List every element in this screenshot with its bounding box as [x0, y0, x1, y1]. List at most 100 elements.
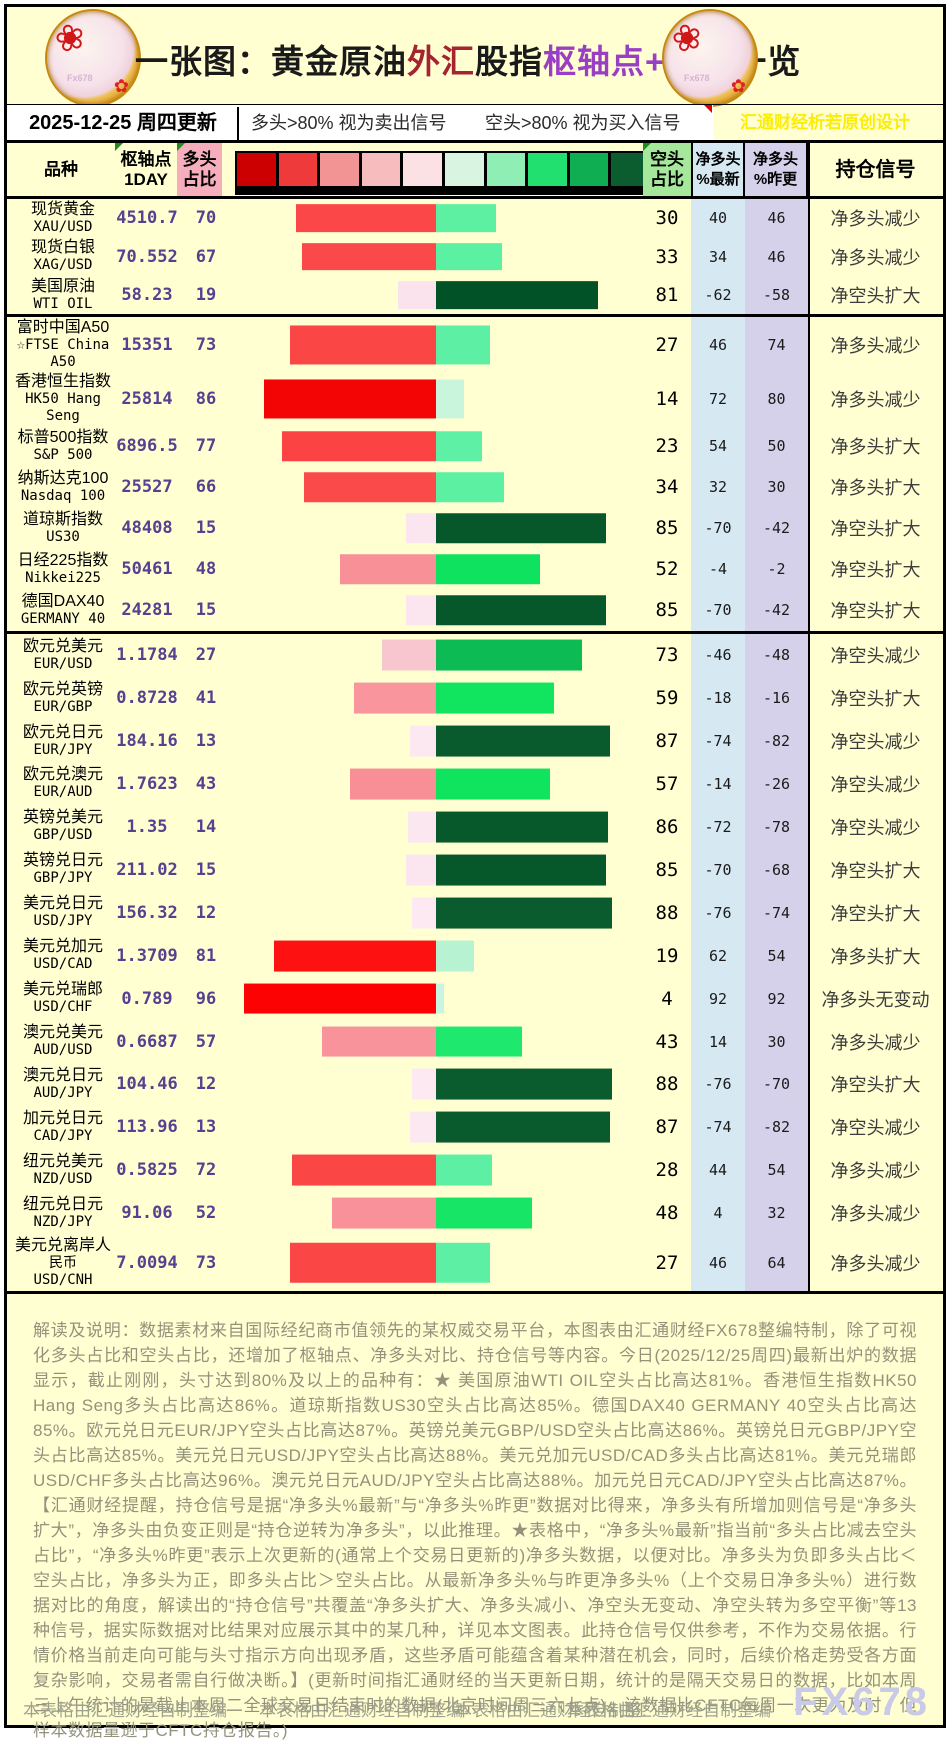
instrument-code: A50 — [50, 353, 76, 370]
long-ratio-bar — [244, 983, 436, 1015]
small-flower-icon: ✿ — [113, 76, 129, 96]
table-row: 美元兑离岸人 民币 USD/CNH 7.0094 73 27 46 64 净多头减少 — [7, 1234, 943, 1291]
short-ratio-bar — [436, 811, 608, 843]
short-ratio-value: 23 — [655, 435, 679, 458]
short-ratio-value: 87 — [655, 1116, 679, 1139]
instrument-name: 道琼斯指数 US30 — [7, 508, 119, 549]
position-signal: 净多头减少 — [830, 1032, 921, 1053]
short-ratio-bar — [436, 472, 504, 503]
divider — [237, 107, 239, 143]
net-long-prev: 32 — [745, 1191, 808, 1235]
net-long-latest: 44 — [691, 1148, 745, 1192]
pivot-value: 184.16 — [116, 731, 178, 752]
long-ratio-bar — [408, 811, 436, 843]
instrument-name: 英镑兑日元 GBP/JPY — [7, 848, 119, 891]
instrument-code: XAU/USD — [33, 218, 93, 235]
long-ratio-value: 15 — [195, 859, 217, 880]
long-ratio-value: 52 — [195, 1203, 217, 1224]
pivot-value: 25814 — [121, 388, 173, 409]
long-ratio-bar — [406, 595, 436, 626]
net-long-latest: 4 — [691, 1191, 745, 1235]
instrument-name-cn: 标普500指数 — [17, 428, 109, 446]
instrument-name-cn: 澳元兑日元 — [22, 1066, 103, 1084]
long-ratio-bar — [406, 513, 436, 544]
scale-swatch — [486, 153, 529, 186]
short-ratio-value: 57 — [655, 772, 679, 795]
net-long-latest: 92 — [691, 977, 745, 1021]
instrument-code: EUR/GBP — [33, 698, 93, 715]
table-row: 现货黄金 XAU/USD 4510.7 70 30 40 46 净多头减少 — [7, 199, 943, 238]
short-ratio-value: 87 — [655, 730, 679, 753]
header-net-latest-line1: 净多头 — [695, 150, 741, 168]
pivot-value: 1.1784 — [116, 645, 178, 666]
footer-credit: 本表格由汇通财经自制整: — [455, 1701, 647, 1720]
long-ratio-bar — [282, 431, 436, 462]
instrument-name: 澳元兑美元 AUD/USD — [7, 1020, 119, 1063]
short-ratio-value: 88 — [655, 1073, 679, 1096]
net-long-latest: 62 — [691, 934, 745, 978]
instrument-name-cn: 道琼斯指数 — [22, 510, 103, 528]
instrument-name: 加元兑日元 CAD/JPY — [7, 1106, 119, 1149]
short-ratio-value: 27 — [655, 333, 679, 356]
short-ratio-bar — [436, 983, 444, 1015]
net-long-latest: -14 — [691, 762, 745, 806]
instrument-name: 纳斯达克100 Nasdaq 100 — [7, 467, 119, 508]
instrument-name-cn: 欧元兑英镑 — [22, 680, 103, 698]
position-signal: 净多头无变动 — [821, 989, 930, 1010]
table-group: 欧元兑美元 EUR/USD 1.1784 27 73 -46 -48 净空头减少 欧元兑英镑 EU… — [7, 633, 943, 1294]
net-long-prev: 74 — [745, 317, 808, 372]
update-bar: 2025-12-25 周四更新 多头>80% 视为卖出信号 空头>80% 视为买… — [7, 104, 943, 143]
short-ratio-bar — [436, 1242, 490, 1284]
position-signal: 净多头减少 — [830, 1253, 921, 1274]
position-signal: 净多头扩大 — [830, 946, 921, 967]
short-ratio-bar — [436, 1154, 492, 1186]
instrument-code: GBP/JPY — [33, 870, 93, 887]
instrument-code: NZD/USD — [33, 1170, 93, 1187]
short-ratio-bar — [436, 431, 482, 462]
instrument-code: 民币 — [49, 1254, 77, 1271]
position-signal: 净空头减少 — [830, 774, 921, 795]
net-long-prev: -68 — [745, 848, 808, 892]
instrument-name: 澳元兑日元 AUD/JPY — [7, 1063, 119, 1106]
short-ratio-value: 19 — [655, 944, 679, 967]
long-ratio-value: 70 — [195, 208, 217, 229]
short-ratio-value: 28 — [655, 1159, 679, 1182]
long-ratio-value: 13 — [195, 731, 217, 752]
table-row: 英镑兑日元 GBP/JPY 211.02 15 85 -70 -68 净空头扩大 — [7, 848, 943, 892]
net-long-latest: 34 — [691, 237, 745, 276]
long-ratio-bar — [354, 682, 436, 714]
logo-watermark: Fx678 — [67, 73, 93, 83]
long-ratio-value: 73 — [195, 1252, 217, 1273]
long-ratio-value: 67 — [195, 246, 217, 267]
instrument-code: GERMANY 40 — [20, 610, 106, 627]
instrument-name: 美元兑瑞郎 USD/CHF — [7, 977, 119, 1020]
table-row: 纽元兑日元 NZD/JPY 91.06 52 48 4 32 净多头减少 — [7, 1191, 943, 1235]
short-ratio-value: 85 — [655, 517, 679, 540]
net-long-prev: -2 — [745, 548, 808, 590]
net-long-prev: -58 — [745, 275, 808, 315]
instrument-code: USD/CHF — [33, 999, 93, 1016]
net-long-latest: -76 — [691, 1062, 745, 1106]
comment-marker-icon — [177, 143, 185, 151]
instrument-name: 欧元兑日元 EUR/JPY — [7, 720, 119, 763]
net-long-prev: 46 — [745, 199, 808, 238]
instrument-code: Seng — [46, 407, 80, 424]
table-row: 日经225指数 Nikkei225 50461 48 52 -4 -2 净空头扩大 — [7, 548, 943, 590]
net-long-prev: -82 — [745, 1105, 808, 1149]
scale-swatch — [403, 153, 445, 186]
header-long-ratio: 多头 占比 — [177, 143, 222, 196]
net-long-prev: 30 — [745, 466, 808, 508]
net-long-prev: 50 — [745, 426, 808, 467]
long-ratio-bar — [264, 379, 436, 419]
net-long-prev: 64 — [745, 1234, 808, 1291]
net-long-prev: -70 — [745, 1062, 808, 1106]
table-row: 澳元兑美元 AUD/USD 0.6687 57 43 14 30 净多头减少 — [7, 1020, 943, 1063]
instrument-code: NZD/JPY — [33, 1213, 93, 1230]
instrument-name: 美元兑离岸人 民币 USD/CNH — [7, 1235, 119, 1291]
instrument-name-cn: 现货白银 — [30, 239, 95, 257]
table-row: 纽元兑美元 NZD/USD 0.5825 72 28 44 54 净多头减少 — [7, 1148, 943, 1192]
brand-logo-right: ❀ ✿ Fx678 — [662, 9, 758, 107]
comment-marker-icon — [643, 143, 651, 151]
short-ratio-value: 52 — [655, 558, 679, 581]
comment-marker-icon — [704, 105, 712, 149]
